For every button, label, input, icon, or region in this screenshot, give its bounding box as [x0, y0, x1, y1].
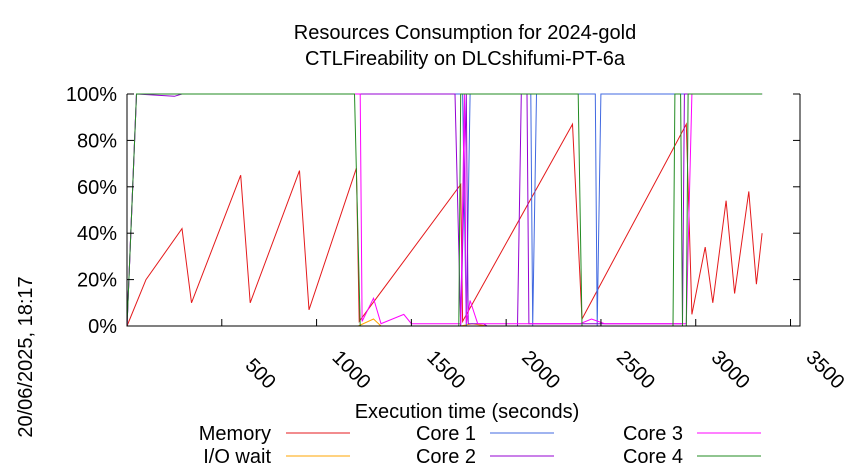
series-line-memory [126, 122, 763, 327]
plot-frame [126, 94, 801, 327]
chart-title-line-2: CTLFireability on DLCshifumi-PT-6a [305, 48, 626, 70]
plot-area [126, 93, 801, 327]
legend-label-core-4: Core 4 [623, 446, 683, 468]
series-line-core-1 [126, 93, 763, 327]
x-axis-label: Execution time (seconds) [355, 401, 580, 423]
timestamp-label: 20/06/2025, 18:17 [15, 276, 37, 437]
x-tick-label: 2000 [517, 347, 564, 394]
y-tick-label: 40% [77, 223, 117, 245]
x-tick-label: 500 [241, 354, 280, 393]
x-tick-label: 3500 [802, 347, 849, 394]
legend-label-i-o-wait: I/O wait [203, 446, 271, 468]
legend-label-memory: Memory [199, 423, 271, 445]
legend-label-core-1: Core 1 [416, 423, 476, 445]
y-axis-ticks: 0% 20% 40% 60% 80% 100% [66, 84, 800, 338]
series-line-core-4 [126, 93, 763, 327]
y-tick-label: 80% [77, 130, 117, 152]
x-tick-label: 1000 [328, 347, 375, 394]
chart-title-line-1: Resources Consumption for 2024-gold [294, 22, 636, 44]
y-tick-label: 20% [77, 270, 117, 292]
legend-label-core-2: Core 2 [416, 446, 476, 468]
series-line-core-3 [126, 93, 763, 327]
y-tick-label: 100% [66, 84, 117, 106]
x-tick-label: 1500 [422, 347, 469, 394]
x-tick-label: 3000 [707, 347, 754, 394]
x-tick-label: 2500 [612, 347, 659, 394]
legend-label-core-3: Core 3 [623, 423, 683, 445]
x-axis-ticks: 500 1000 1500 2000 2500 3000 3500 [221, 319, 849, 394]
y-tick-label: 60% [77, 177, 117, 199]
y-tick-label: 0% [88, 316, 117, 338]
series-line-core-2 [126, 93, 763, 327]
